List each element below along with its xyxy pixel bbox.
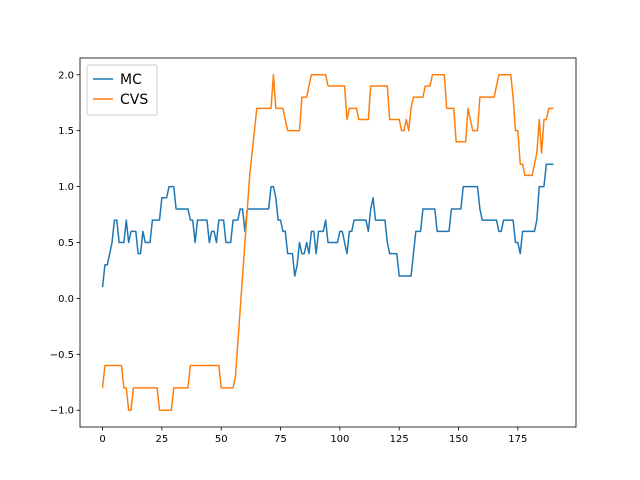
- x-tick-label: 75: [274, 434, 287, 445]
- legend-label: MC: [120, 72, 142, 88]
- axes-frame: [79, 57, 577, 428]
- x-tick-label: 100: [330, 434, 349, 445]
- y-tick-label: 2.0: [58, 70, 74, 81]
- line-series: [101, 163, 554, 288]
- x-tick-label: 150: [449, 434, 468, 445]
- x-tick-label: 125: [390, 434, 409, 445]
- y-tick-label: −0.5: [50, 350, 74, 361]
- x-tick-label: 50: [215, 434, 228, 445]
- y-tick-label: −1.0: [50, 406, 74, 417]
- x-tick-label: 0: [99, 434, 105, 445]
- y-tick-label: 0.5: [58, 238, 74, 249]
- legend-label: CVS: [120, 92, 148, 108]
- legend-box: [86, 64, 158, 116]
- line-series: [101, 74, 554, 411]
- x-tick-label: 175: [508, 434, 527, 445]
- y-tick-label: 0.0: [58, 294, 74, 305]
- x-tick-label: 25: [156, 434, 169, 445]
- y-tick-label: 1.5: [58, 126, 74, 137]
- legend: MC CVS: [86, 64, 158, 116]
- y-tick-label: 1.0: [58, 182, 74, 193]
